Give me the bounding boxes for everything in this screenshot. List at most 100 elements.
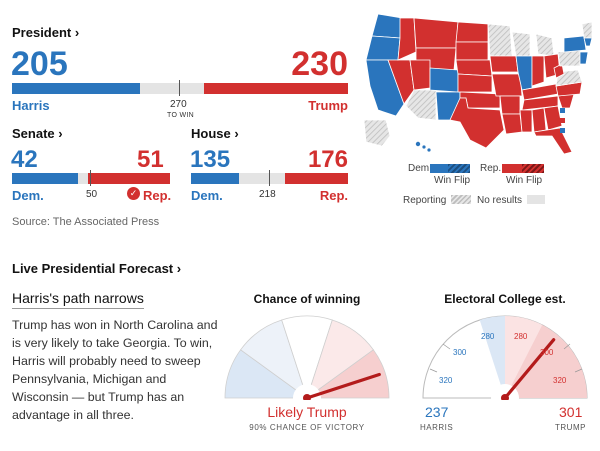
president-rep-bar [204,83,348,94]
house-dem-label: Dem. [191,188,223,203]
state-ms [519,109,533,133]
state-ne-states [583,37,592,47]
forecast-headline[interactable]: Harris's path narrows [12,290,144,309]
us-results-map[interactable] [360,8,592,158]
legend-no-results-swatch [527,195,545,204]
forecast-title: Live Presidential Forecast [12,261,174,276]
state-ne [455,59,493,77]
chevron-right-icon: › [234,126,239,141]
house-link[interactable]: House › [191,126,239,141]
senate-dem-label: Dem. [12,188,44,203]
senate-title: Senate [12,126,55,141]
senate-threshold-tick [90,170,91,186]
legend-dem-flip: Win Flip [434,175,471,186]
state-ak [363,119,391,147]
president-to-win-number: 270 [170,99,187,110]
ec-needle [503,338,556,400]
state-mo [491,73,523,97]
house-title: House [191,126,231,141]
senate-rep-count: 51 [137,146,164,173]
president-to-win-label: TO WIN [167,112,194,119]
chance-label: Likely Trump [267,404,347,420]
senate-threshold: 50 [86,189,98,200]
ec-rep-value: 301 [559,404,583,420]
house-threshold: 218 [259,189,276,200]
house-dem-count: 135 [190,146,231,173]
legend-rep-flip-swatch [522,164,544,173]
legend-dem-flip-swatch [448,164,470,173]
senate-remaining-bar [78,173,88,184]
president-remaining-bar [140,83,204,94]
state-co [429,67,459,93]
ec-tick-left-3: 320 [439,376,453,385]
chance-title: Chance of winning [253,292,361,306]
state-ar [499,95,521,115]
chevron-right-icon: › [74,25,80,40]
senate-dem-count: 42 [11,146,38,173]
state-ny [563,35,587,53]
ec-tick-right-3: 320 [553,376,567,385]
state-id [397,17,417,61]
state-or [365,35,401,61]
chance-gauge [224,315,390,400]
legend-dem-swatch [430,164,448,173]
state-nd [455,21,489,43]
house-dem-bar [191,173,239,184]
state-mi [535,33,555,57]
check-icon: ✓ [127,187,140,200]
legend-rep-swatch [502,164,522,173]
forecast-body: Trump has won in North Carolina and is v… [12,318,218,422]
president-rep-count: 230 [291,45,348,83]
state-wv [553,63,565,79]
chevron-right-icon: › [58,126,63,141]
chance-needle [305,372,381,400]
state-tx [449,97,505,149]
legend-reporting-swatch [451,195,471,204]
legend-reporting: Reporting [403,195,447,206]
senate-rep-bar [88,173,170,184]
state-nj [579,51,589,65]
ec-tick-right-1: 280 [514,332,528,341]
state-wa [371,13,403,39]
state-ga [543,105,563,131]
state-mt [413,17,459,49]
ec-tick-left-2: 300 [453,348,467,357]
legend-dem-label: Dem. [408,163,432,174]
legend-rep-label: Rep. [480,163,502,174]
state-me [581,21,592,39]
legend-rep-flip: Win Flip [506,175,543,186]
state-hi [415,140,422,147]
senate-link[interactable]: Senate › [12,126,63,141]
chance-sub: 90% CHANCE OF VICTORY [249,423,365,432]
state-mn [487,23,513,57]
state-ut [409,59,431,91]
house-threshold-tick [269,170,270,186]
ec-tick-left-1: 280 [481,332,495,341]
state-wi [511,31,531,57]
president-link[interactable]: President › [12,25,79,40]
state-ia [489,55,519,73]
state-la [501,113,523,135]
state-in [531,55,545,87]
ec-rep-name: TRUMP [555,423,586,432]
ec-dem-name: HARRIS [420,423,454,432]
senate-rep-label: Rep. [143,188,172,203]
ec-title: Electoral College est. [444,292,566,306]
ec-dem-value: 237 [425,404,449,420]
state-ks [457,73,493,93]
house-remaining-bar [239,173,285,184]
state-fl [533,127,573,155]
president-title: President [12,25,72,40]
ec-tick-right-2: 300 [540,348,554,357]
president-dem-count: 205 [11,45,68,83]
house-rep-count: 176 [307,146,348,173]
state-al [531,107,547,133]
forecast-link[interactable]: Live Presidential Forecast › [12,261,181,276]
state-pa [557,49,581,67]
president-dem-name: Harris [12,98,50,113]
legend-no-results: No results [477,195,523,206]
president-dem-bar [12,83,140,94]
president-to-win-tick [179,80,180,96]
chevron-right-icon: › [176,261,182,276]
president-rep-name: Trump [308,98,348,113]
